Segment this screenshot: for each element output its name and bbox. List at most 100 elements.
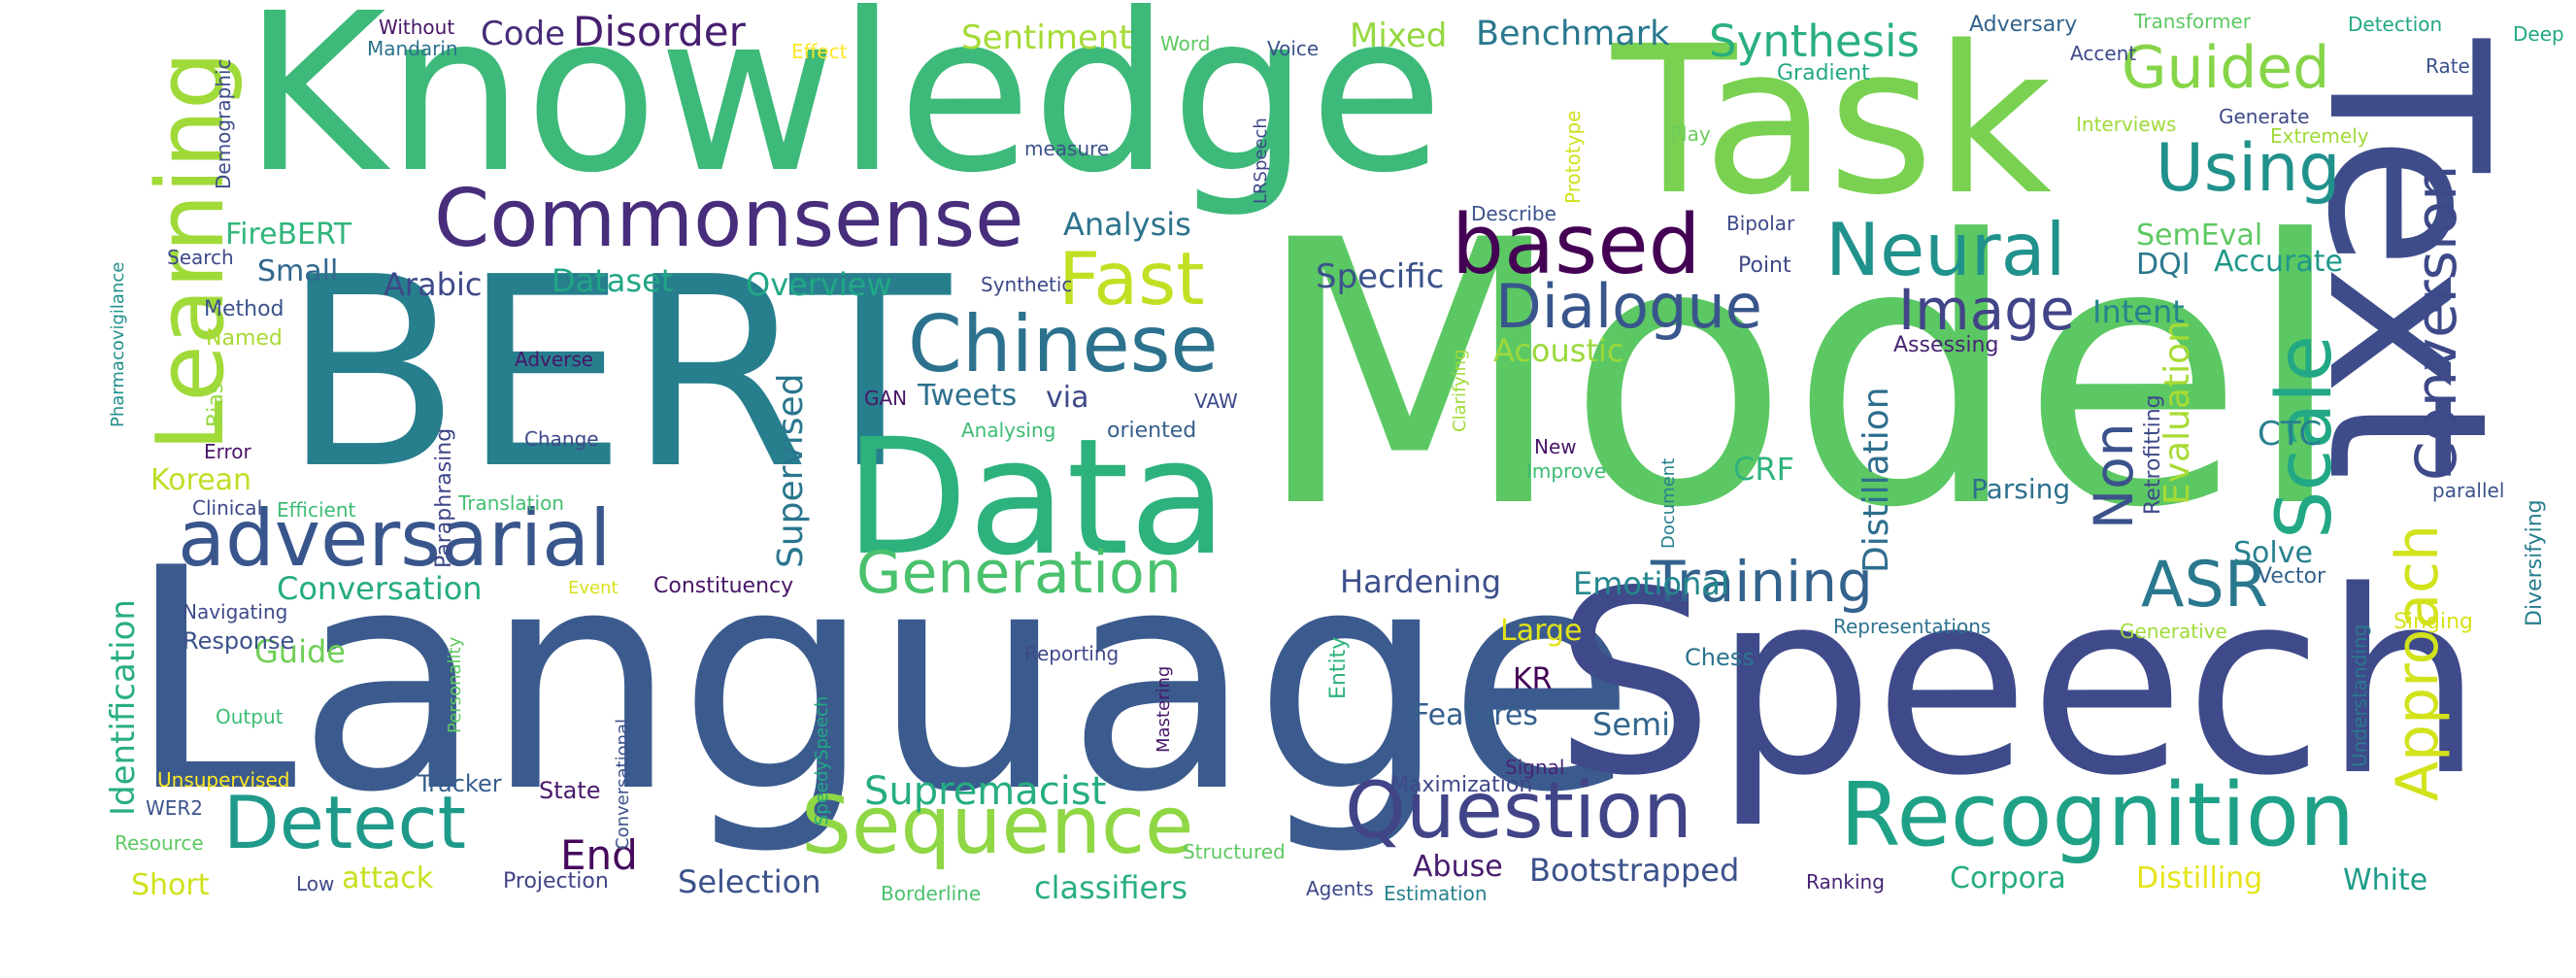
word-error: Error <box>204 440 251 463</box>
word-assessing: Assessing <box>1893 333 1999 357</box>
word-gan: GAN <box>864 387 908 410</box>
word-efficient: Efficient <box>277 498 356 522</box>
word-sentiment: Sentiment <box>961 18 1132 57</box>
word-estimation: Estimation <box>1384 882 1488 905</box>
word-improve: Improve <box>1526 459 1607 483</box>
word-hardening: Hardening <box>1340 563 1502 600</box>
word-chess: Chess <box>1685 644 1755 671</box>
word-method: Method <box>204 297 284 321</box>
word-demographic: Demographic <box>212 58 235 189</box>
word-question: Question <box>1345 765 1692 856</box>
word-disorder: Disorder <box>573 8 746 55</box>
word-named: Named <box>206 326 283 351</box>
word-lrspeech: LRSpeech <box>1251 118 1271 204</box>
word-adversarial: adversarial <box>178 493 612 584</box>
word-code: Code <box>481 15 566 53</box>
word-analysis: Analysis <box>1063 206 1191 243</box>
word-specific: Specific <box>1316 257 1445 296</box>
word-via: via <box>1046 381 1089 415</box>
word-bipolar: Bipolar <box>1726 212 1795 235</box>
word-image: Image <box>1898 277 2075 343</box>
word-navigating: Navigating <box>183 600 288 624</box>
word-bert: BERT <box>282 220 951 526</box>
word-end: End <box>560 831 638 879</box>
word-identification: Identification <box>104 599 143 816</box>
word-benchmark: Benchmark <box>1476 15 1670 53</box>
word-ctc: CTC <box>2258 415 2323 454</box>
word-resource: Resource <box>115 831 204 855</box>
word-kr: KR <box>1513 662 1553 696</box>
word-chinese: Chinese <box>908 299 1219 389</box>
word-projection: Projection <box>503 869 609 894</box>
word-bias: Bias <box>204 382 228 427</box>
word-supervised: Supervised <box>771 373 811 568</box>
word-singing: Singing <box>2393 610 2474 634</box>
word-without: Without <box>379 16 455 39</box>
word-abuse: Abuse <box>1413 850 1503 884</box>
word-distilling: Distilling <box>2136 861 2263 895</box>
word-dataset: Dataset <box>552 262 674 299</box>
word-interviews: Interviews <box>2076 113 2177 136</box>
word-transformer: Transformer <box>2134 10 2252 33</box>
word-supremacist: Supremacist <box>864 769 1107 814</box>
word-semi: Semi <box>1592 706 1671 743</box>
word-speech: Speech <box>1554 538 2484 831</box>
word-document: Document <box>1658 457 1679 549</box>
word-based: based <box>1452 197 1701 293</box>
word-neural: Neural <box>1825 207 2066 292</box>
word-parsing: Parsing <box>1971 473 2071 505</box>
word-firebert: FireBERT <box>225 218 352 252</box>
word-reporting: Reporting <box>1024 642 1120 665</box>
word-task: Task <box>1612 2 2053 240</box>
word-new: New <box>1534 435 1577 458</box>
word-data: Data <box>845 404 1227 590</box>
word-personality: Personality <box>445 636 465 733</box>
word-mandarin: Mandarin <box>367 37 458 60</box>
word-dqi: DQI <box>2136 248 2191 282</box>
word-corpora: Corpora <box>1950 861 2066 895</box>
word-solve: Solve <box>2233 536 2313 570</box>
word-emotional: Emotional <box>1573 565 1729 602</box>
word-conversational: Conversational <box>613 718 633 850</box>
word-bootstrapped: Bootstrapped <box>1529 852 1740 889</box>
word-mixed: Mixed <box>1350 17 1448 55</box>
word-entity: Entity <box>1326 636 1351 699</box>
word-small: Small <box>257 254 339 288</box>
word-effect: Effect <box>791 40 848 63</box>
word-describe: Describe <box>1471 202 1556 225</box>
word-conversion: Conversion <box>2403 164 2469 481</box>
word-understanding: Understanding <box>2348 624 2371 767</box>
word-approach: Approach <box>2384 523 2452 801</box>
word-clarifying: Clarifying <box>1450 349 1470 432</box>
word-clinical: Clinical <box>192 496 263 520</box>
word-search: Search <box>167 246 234 269</box>
word-diversifying: Diversifying <box>2523 499 2547 626</box>
word-state: State <box>539 777 601 804</box>
word-semeval: SemEval <box>2136 219 2263 253</box>
word-arabic: Arabic <box>384 266 483 303</box>
word-response: Response <box>183 627 295 655</box>
word-paraphrasing: Paraphrasing <box>432 427 456 568</box>
word-large: Large <box>1500 614 1583 648</box>
word-sequence: Sequence <box>801 780 1194 872</box>
word-output: Output <box>216 705 284 728</box>
word-extremely: Extremely <box>2270 124 2369 148</box>
word-generation: Generation <box>856 539 1182 607</box>
word-selection: Selection <box>678 863 821 900</box>
word-structured: Structured <box>1183 840 1286 863</box>
word-guided: Guided <box>2122 34 2330 102</box>
word-language: Language <box>126 504 1636 860</box>
word-features: Features <box>1413 698 1538 732</box>
word-dialogue: Dialogue <box>1495 271 1762 342</box>
word-oriented: oriented <box>1107 419 1197 443</box>
word-conversation: Conversation <box>277 570 483 607</box>
word-constituency: Constituency <box>653 574 794 598</box>
word-tracker: Tracker <box>418 770 502 797</box>
word-crf: CRF <box>1733 451 1794 488</box>
word-generative: Generative <box>2120 620 2227 643</box>
word-short: Short <box>131 868 210 902</box>
word-translation: Translation <box>458 491 564 515</box>
word-analysing: Analysing <box>961 419 1056 442</box>
word-commonsense: Commonsense <box>434 173 1024 265</box>
